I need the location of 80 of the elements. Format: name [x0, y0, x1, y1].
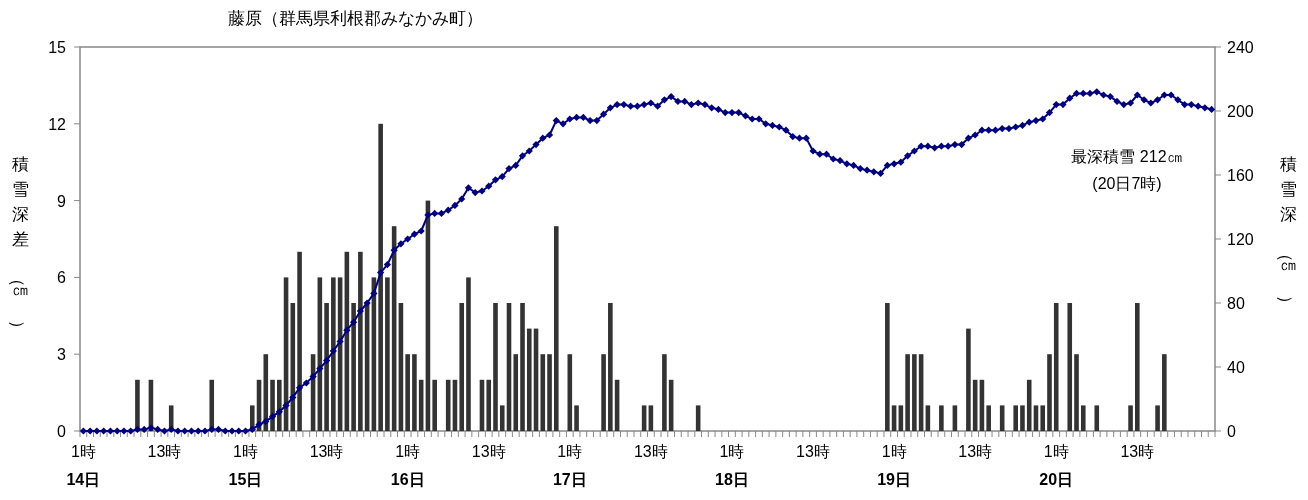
bar [378, 123, 383, 431]
bar [520, 303, 525, 431]
bar [939, 405, 944, 431]
x-tick-label: 13時 [633, 443, 668, 460]
y-tick-label: 15 [48, 39, 67, 56]
bar [499, 405, 505, 431]
bar [986, 405, 991, 431]
bar [486, 379, 492, 431]
bar [351, 303, 356, 431]
bar [966, 328, 971, 431]
y-tick-label: 9 [57, 192, 67, 210]
x-tick-label: 1時 15日 [228, 443, 263, 488]
text: 積雪深差（㎝） [7, 155, 29, 337]
bar [885, 303, 890, 431]
bar [270, 379, 275, 431]
bar [1135, 303, 1140, 431]
x-tick-label: 1時 17日 [552, 443, 587, 488]
y2-tick-label: 120 [1227, 231, 1254, 248]
bar [554, 226, 559, 431]
bar [385, 277, 390, 431]
bar [912, 354, 917, 431]
text: 積雪深（㎝） [1275, 155, 1297, 312]
bar [493, 303, 498, 431]
bar [405, 354, 410, 431]
bar [513, 354, 519, 431]
y2-tick-label: 40 [1227, 359, 1245, 376]
bar [526, 328, 532, 431]
bar [1026, 379, 1032, 431]
bar [1013, 405, 1018, 431]
bar [324, 303, 329, 431]
y-tick-label: 0 [57, 423, 67, 440]
bar [459, 303, 465, 431]
bar [297, 251, 302, 431]
bar [1094, 405, 1100, 431]
x-tick-label: 13時 [796, 443, 830, 460]
x-tick-label: 1時 16日 [390, 443, 425, 488]
bar [608, 303, 613, 431]
bar [540, 354, 546, 431]
bar [1128, 405, 1133, 431]
x-tick-label: 13時 [147, 443, 182, 460]
bar [466, 277, 471, 431]
bar [1074, 354, 1079, 431]
annotation: 最深積雪 212㎝ (20日7時) [1071, 148, 1183, 192]
x-tick-label: 1時 14日 [66, 443, 101, 488]
bar [263, 354, 269, 431]
y-tick-label: 6 [57, 269, 67, 287]
bar [209, 379, 215, 431]
chart-title: 藤原（群馬県利根郡みなかみ町） [228, 9, 483, 28]
x-tick-label: 13時 [958, 443, 993, 460]
bar [574, 405, 579, 431]
bar [1053, 303, 1059, 431]
y2-tick-label: 240 [1227, 39, 1254, 56]
bar [432, 379, 437, 431]
y2-tick-label: 160 [1227, 167, 1254, 184]
bar [662, 354, 667, 431]
y2-tick-label: 200 [1227, 103, 1254, 120]
x-tick-label: 13時 [1120, 443, 1155, 460]
x-tick-label: 1時 20日 [1039, 443, 1074, 488]
bar [412, 354, 417, 431]
x-tick-label: 13時 [471, 443, 506, 460]
bar [1020, 405, 1025, 431]
y2-tick-label: 80 [1227, 295, 1245, 312]
bar [1067, 303, 1073, 431]
bar [905, 354, 910, 431]
x-tick-label: 13時 [309, 443, 344, 460]
bar [1162, 354, 1167, 431]
bar [358, 251, 363, 431]
x-tick-label: 1時 18日 [715, 443, 749, 488]
bar [135, 379, 140, 431]
bar [1155, 405, 1160, 431]
x-tick-label: 1時 19日 [877, 443, 911, 488]
bar [1040, 405, 1046, 431]
bar [547, 354, 552, 431]
bar [1047, 354, 1052, 431]
bar [331, 277, 336, 431]
y-tick-label: 12 [48, 115, 67, 133]
bar [1080, 405, 1086, 431]
bar [601, 354, 606, 431]
y2-tick-label: 0 [1227, 423, 1236, 440]
y-tick-label: 3 [57, 346, 67, 364]
